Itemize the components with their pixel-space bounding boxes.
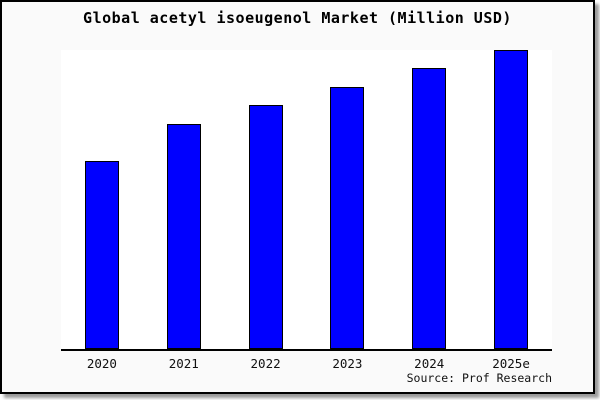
bar-2022 bbox=[248, 105, 283, 349]
bar-2025e bbox=[494, 50, 529, 349]
x-tick-label-2021: 2021 bbox=[168, 356, 199, 371]
chart-panel: Global acetyl isoeugenol Market (Million… bbox=[0, 0, 595, 394]
bar-2024 bbox=[412, 68, 447, 349]
bar-slot bbox=[470, 50, 552, 349]
bar-slot bbox=[61, 50, 143, 349]
x-tick-label-2025e: 2025e bbox=[492, 356, 530, 371]
source-note: Source: Prof Research bbox=[406, 371, 552, 385]
bar-2021 bbox=[166, 124, 201, 349]
bar-slot bbox=[225, 50, 307, 349]
x-tick-label-2020: 2020 bbox=[86, 356, 117, 371]
plot-area bbox=[61, 50, 552, 351]
bar-2023 bbox=[330, 87, 365, 349]
x-tick-label-2024: 2024 bbox=[414, 356, 445, 371]
bar-slot bbox=[143, 50, 225, 349]
bar-slot bbox=[388, 50, 470, 349]
bars bbox=[61, 50, 552, 349]
bar-2020 bbox=[84, 161, 119, 349]
chart-title: Global acetyl isoeugenol Market (Million… bbox=[83, 9, 512, 27]
x-axis-labels: 2020 2021 2022 2023 2024 2025e bbox=[61, 356, 552, 371]
bar-slot bbox=[306, 50, 388, 349]
x-tick-label-2023: 2023 bbox=[332, 356, 363, 371]
x-tick-label-2022: 2022 bbox=[250, 356, 281, 371]
